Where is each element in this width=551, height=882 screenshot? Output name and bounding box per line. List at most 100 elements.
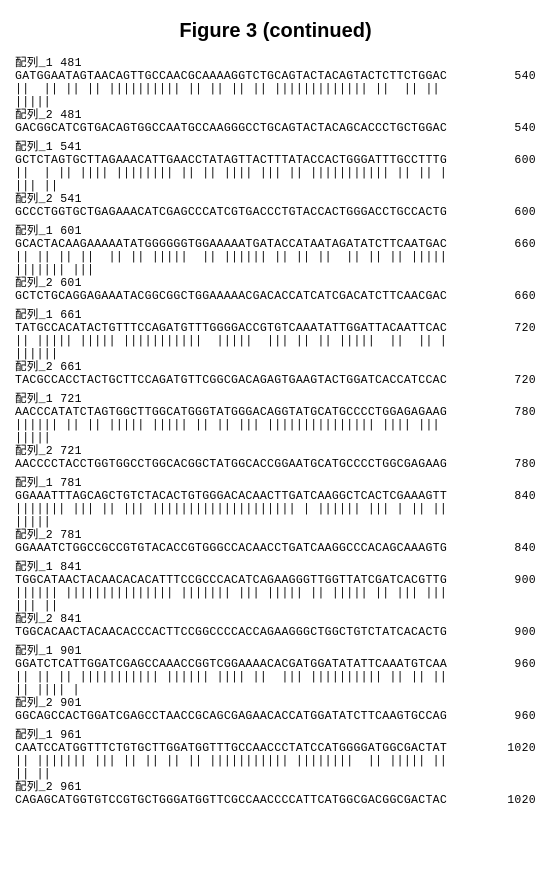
alignment-block: 配列_1 901GGATCTCATTGGATCGAGCCAAACCGGTCGGA… <box>15 645 536 723</box>
alignment-block: 配列_1 721AACCCATATCTAGTGGCTTGGCATGGGTATGG… <box>15 393 536 471</box>
seq2-sequence: GCCCTGGTGCTGAGAAACATCGAGCCCATCGTGACCCTGT… <box>15 206 447 219</box>
alignment-block: 配列_1 661TATGCCACATACTGTTTCCAGATGTTTGGGGA… <box>15 309 536 387</box>
match-pipes-2: ||||||| ||| <box>15 264 536 277</box>
match-pipes-1: || ||||||| ||| || || || || ||||||||||| |… <box>15 755 536 768</box>
seq2-sequence: GGAAATCTGGCCGCCGTGTACACCGTGGGCCACAACCTGA… <box>15 542 447 555</box>
alignment-container: 配列_1 481GATGGAATAGTAACAGTTGCCAACGCAAAAGG… <box>15 57 536 807</box>
seq1-sequence: GGATCTCATTGGATCGAGCCAAACCGGTCGGAAAACACGA… <box>15 658 447 671</box>
figure-title: Figure 3 (continued) <box>15 20 536 43</box>
seq2-end: 600 <box>506 206 536 219</box>
seq2-label: 配列_2 781 <box>15 529 536 542</box>
seq2-label: 配列_2 661 <box>15 361 536 374</box>
seq1-end: 840 <box>506 490 536 503</box>
seq1-label: 配列_1 781 <box>15 477 536 490</box>
seq1-sequence: TATGCCACATACTGTTTCCAGATGTTTGGGGACCGTGTCA… <box>15 322 447 335</box>
seq1-sequence: GGAAATTTAGCAGCTGTCTACACTGTGGGACACAACTTGA… <box>15 490 447 503</box>
seq1-end: 540 <box>506 70 536 83</box>
seq2-row: TGGCACAACTACAACACCCACTTCCGGCCCCACCAGAAGG… <box>15 626 536 639</box>
alignment-block: 配列_1 961CAATCCATGGTTTCTGTGCTTGGATGGTTTGC… <box>15 729 536 807</box>
seq1-sequence: AACCCATATCTAGTGGCTTGGCATGGGTATGGGACAGGTA… <box>15 406 447 419</box>
seq2-sequence: TGGCACAACTACAACACCCACTTCCGGCCCCACCAGAAGG… <box>15 626 447 639</box>
seq2-label: 配列_2 901 <box>15 697 536 710</box>
seq1-row: CAATCCATGGTTTCTGTGCTTGGATGGTTTGCCAACCCTA… <box>15 742 536 755</box>
match-pipes-2: || || <box>15 768 536 781</box>
seq1-row: TGGCATAACTACAACACACATTTCCGCCCACATCAGAAGG… <box>15 574 536 587</box>
seq1-row: GGATCTCATTGGATCGAGCCAAACCGGTCGGAAAACACGA… <box>15 658 536 671</box>
seq1-label: 配列_1 541 <box>15 141 536 154</box>
seq1-end: 900 <box>506 574 536 587</box>
seq2-sequence: GCTCTGCAGGAGAAATACGGCGGCTGGAAAAACGACACCA… <box>15 290 447 303</box>
match-pipes-2: ||||| <box>15 516 536 529</box>
seq1-label: 配列_1 601 <box>15 225 536 238</box>
seq1-label: 配列_1 841 <box>15 561 536 574</box>
seq1-sequence: GCACTACAAGAAAAATATGGGGGGTGGAAAAATGATACCA… <box>15 238 447 251</box>
seq2-row: GACGGCATCGTGACAGTGGCCAATGCCAAGGGCCTGCAGT… <box>15 122 536 135</box>
seq2-sequence: AACCCCTACCTGGTGGCCTGGCACGGCTATGGCACCGGAA… <box>15 458 447 471</box>
seq2-end: 960 <box>506 710 536 723</box>
match-pipes-1: || | || |||| |||||||| || || |||| ||| || … <box>15 167 536 180</box>
seq1-row: AACCCATATCTAGTGGCTTGGCATGGGTATGGGACAGGTA… <box>15 406 536 419</box>
seq1-label: 配列_1 961 <box>15 729 536 742</box>
seq2-label: 配列_2 601 <box>15 277 536 290</box>
seq1-sequence: CAATCCATGGTTTCTGTGCTTGGATGGTTTGCCAACCCTA… <box>15 742 447 755</box>
seq1-row: TATGCCACATACTGTTTCCAGATGTTTGGGGACCGTGTCA… <box>15 322 536 335</box>
seq2-end: 900 <box>506 626 536 639</box>
seq1-end: 720 <box>506 322 536 335</box>
seq1-end: 780 <box>506 406 536 419</box>
seq2-row: GCCCTGGTGCTGAGAAACATCGAGCCCATCGTGACCCTGT… <box>15 206 536 219</box>
match-pipes-1: || || || || || || ||||| || |||||| || || … <box>15 251 536 264</box>
match-pipes-1: |||||| || || ||||| ||||| || || ||| |||||… <box>15 419 536 432</box>
match-pipes-2: ||||| <box>15 432 536 445</box>
seq1-row: GGAAATTTAGCAGCTGTCTACACTGTGGGACACAACTTGA… <box>15 490 536 503</box>
seq2-row: GGAAATCTGGCCGCCGTGTACACCGTGGGCCACAACCTGA… <box>15 542 536 555</box>
alignment-block: 配列_1 841TGGCATAACTACAACACACATTTCCGCCCACA… <box>15 561 536 639</box>
match-pipes-1: || ||||| ||||| ||||||||||| ||||| ||| || … <box>15 335 536 348</box>
seq2-label: 配列_2 721 <box>15 445 536 458</box>
seq2-row: CAGAGCATGGTGTCCGTGCTGGGATGGTTCGCCAACCCCA… <box>15 794 536 807</box>
match-pipes-1: ||||||| ||| || ||| |||||||||||||||||||| … <box>15 503 536 516</box>
seq1-label: 配列_1 721 <box>15 393 536 406</box>
seq2-end: 540 <box>506 122 536 135</box>
seq2-label: 配列_2 961 <box>15 781 536 794</box>
alignment-block: 配列_1 481GATGGAATAGTAACAGTTGCCAACGCAAAAGG… <box>15 57 536 135</box>
seq1-row: GCACTACAAGAAAAATATGGGGGGTGGAAAAATGATACCA… <box>15 238 536 251</box>
alignment-block: 配列_1 781GGAAATTTAGCAGCTGTCTACACTGTGGGACA… <box>15 477 536 555</box>
seq1-end: 1020 <box>499 742 536 755</box>
alignment-block: 配列_1 541GCTCTAGTGCTTAGAAACATTGAACCTATAGT… <box>15 141 536 219</box>
seq1-row: GCTCTAGTGCTTAGAAACATTGAACCTATAGTTACTTTAT… <box>15 154 536 167</box>
seq2-end: 660 <box>506 290 536 303</box>
seq1-label: 配列_1 661 <box>15 309 536 322</box>
seq2-label: 配列_2 541 <box>15 193 536 206</box>
seq2-end: 720 <box>506 374 536 387</box>
match-pipes-1: || || || ||||||||||| |||||| |||| || ||| … <box>15 671 536 684</box>
match-pipes-2: ||| || <box>15 180 536 193</box>
seq2-sequence: TACGCCACCTACTGCTTCCAGATGTTCGGCGACAGAGTGA… <box>15 374 447 387</box>
seq2-row: GCTCTGCAGGAGAAATACGGCGGCTGGAAAAACGACACCA… <box>15 290 536 303</box>
seq2-end: 840 <box>506 542 536 555</box>
seq2-end: 1020 <box>499 794 536 807</box>
seq2-row: GGCAGCCACTGGATCGAGCCTAACCGCAGCGAGAACACCA… <box>15 710 536 723</box>
seq1-end: 600 <box>506 154 536 167</box>
seq2-sequence: GGCAGCCACTGGATCGAGCCTAACCGCAGCGAGAACACCA… <box>15 710 447 723</box>
match-pipes-2: |||||| <box>15 348 536 361</box>
alignment-block: 配列_1 601GCACTACAAGAAAAATATGGGGGGTGGAAAAA… <box>15 225 536 303</box>
seq2-end: 780 <box>506 458 536 471</box>
seq2-sequence: CAGAGCATGGTGTCCGTGCTGGGATGGTTCGCCAACCCCA… <box>15 794 447 807</box>
match-pipes-2: || |||| | <box>15 684 536 697</box>
match-pipes-1: || || || || |||||||||| || || || || |||||… <box>15 83 536 96</box>
seq1-sequence: GATGGAATAGTAACAGTTGCCAACGCAAAAGGTCTGCAGT… <box>15 70 447 83</box>
seq2-row: AACCCCTACCTGGTGGCCTGGCACGGCTATGGCACCGGAA… <box>15 458 536 471</box>
match-pipes-2: ||| || <box>15 600 536 613</box>
seq2-label: 配列_2 841 <box>15 613 536 626</box>
seq1-sequence: TGGCATAACTACAACACACATTTCCGCCCACATCAGAAGG… <box>15 574 447 587</box>
seq1-end: 660 <box>506 238 536 251</box>
seq2-label: 配列_2 481 <box>15 109 536 122</box>
seq1-row: GATGGAATAGTAACAGTTGCCAACGCAAAAGGTCTGCAGT… <box>15 70 536 83</box>
seq1-label: 配列_1 901 <box>15 645 536 658</box>
seq2-sequence: GACGGCATCGTGACAGTGGCCAATGCCAAGGGCCTGCAGT… <box>15 122 447 135</box>
seq1-sequence: GCTCTAGTGCTTAGAAACATTGAACCTATAGTTACTTTAT… <box>15 154 447 167</box>
match-pipes-2: ||||| <box>15 96 536 109</box>
match-pipes-1: |||||| ||||||||||||||| ||||||| ||| |||||… <box>15 587 536 600</box>
seq2-row: TACGCCACCTACTGCTTCCAGATGTTCGGCGACAGAGTGA… <box>15 374 536 387</box>
seq1-end: 960 <box>506 658 536 671</box>
